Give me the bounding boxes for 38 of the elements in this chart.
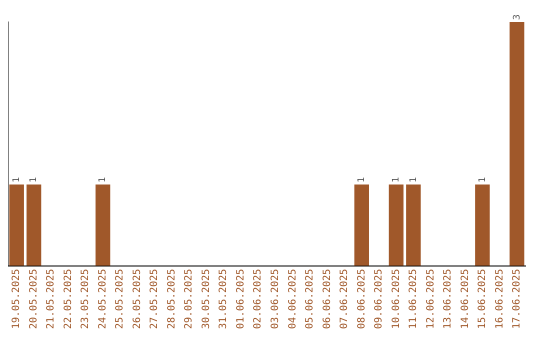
- x-tick-label: 28.05.2025: [166, 268, 178, 330]
- x-tick-label: 15.06.2025: [477, 268, 488, 330]
- x-tick-label: 10.06.2025: [390, 268, 402, 330]
- x-tick-label: 14.06.2025: [460, 268, 471, 330]
- x-tick-label: 16.06.2025: [494, 268, 506, 330]
- data-label: 1: [392, 176, 402, 183]
- x-tick-label: 01.06.2025: [235, 268, 246, 330]
- x-tick-label: 12.06.2025: [425, 268, 436, 330]
- x-tick-label: 05.06.2025: [304, 268, 316, 330]
- x-tick-label: 20.05.2025: [28, 268, 40, 330]
- x-tick-label: 30.05.2025: [200, 268, 212, 330]
- data-label: 3: [512, 14, 522, 20]
- x-tick-label: 04.06.2025: [287, 268, 298, 330]
- x-tick-label: 29.05.2025: [184, 268, 195, 330]
- x-tick-label: 03.06.2025: [270, 268, 281, 330]
- data-label: 1: [357, 176, 368, 183]
- x-tick-label: 22.05.2025: [62, 268, 74, 330]
- x-tick-label: 07.06.2025: [339, 268, 350, 330]
- data-label: 1: [408, 176, 419, 183]
- x-tick-label: 13.06.2025: [442, 268, 454, 330]
- x-tick-label: 31.05.2025: [218, 268, 230, 330]
- x-tick-label: 09.06.2025: [374, 268, 385, 330]
- x-tick-label: 02.06.2025: [252, 268, 264, 330]
- x-tick-label: 11.06.2025: [408, 268, 420, 330]
- data-label: 1: [478, 176, 488, 183]
- x-tick-label: 19.05.2025: [11, 268, 22, 330]
- x-tick-label: 08.06.2025: [356, 268, 368, 330]
- x-tick-label: 21.05.2025: [46, 268, 57, 330]
- x-tick-label: 27.05.2025: [149, 268, 160, 330]
- x-tick-label: 26.05.2025: [132, 268, 143, 330]
- data-label: 1: [29, 176, 40, 183]
- x-tick-label: 25.05.2025: [114, 268, 126, 330]
- x-tick-label: 24.05.2025: [97, 268, 108, 330]
- data-label: 1: [12, 176, 22, 183]
- x-tick-label: 17.06.2025: [512, 268, 523, 330]
- x-tick-label: 23.05.2025: [80, 268, 92, 330]
- x-tick-label: 06.06.2025: [322, 268, 333, 330]
- data-label: 1: [98, 176, 108, 183]
